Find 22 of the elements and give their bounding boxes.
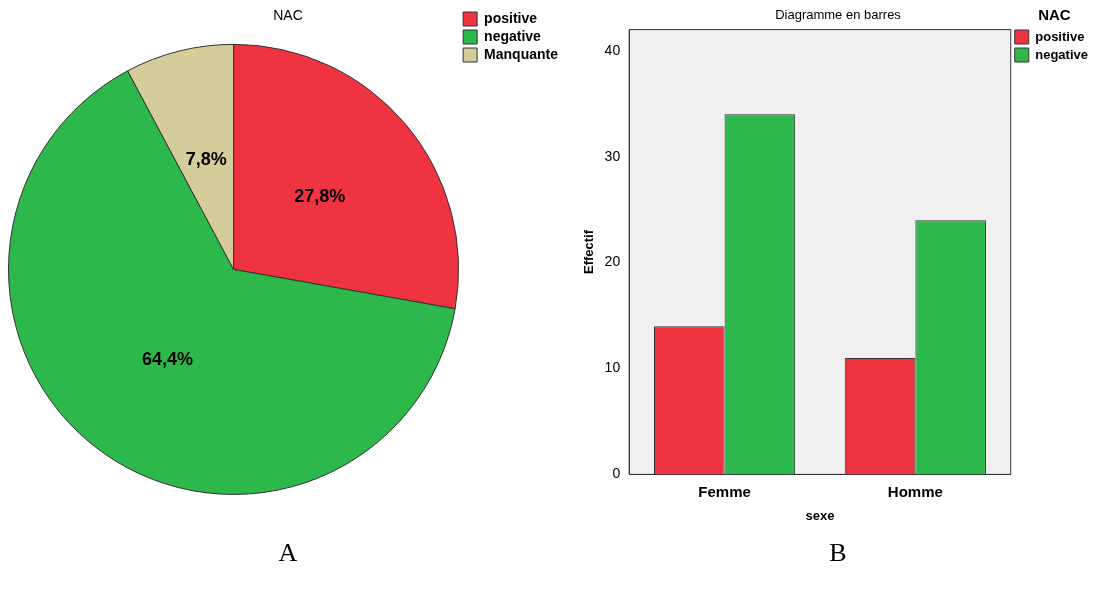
legend-label: positive: [484, 9, 538, 26]
x-axis-title: sexe: [805, 507, 835, 523]
data-label: 7,8%: [185, 149, 227, 170]
legend-label: negative: [1035, 46, 1089, 62]
text: B: [828, 538, 848, 568]
text: A: [277, 538, 299, 568]
legend-label: negative: [484, 27, 542, 44]
y-tick-label: 0: [612, 465, 621, 482]
y-tick-label: 30: [604, 147, 621, 164]
legend-label: positive: [1035, 28, 1085, 44]
x-tick-label: Femme: [698, 482, 751, 500]
y-tick-label: 10: [604, 359, 621, 376]
legend-label: Manquante: [484, 45, 559, 62]
chart-title: NAC: [273, 7, 303, 24]
data-label: 27,8%: [294, 186, 346, 207]
y-tick-label: 40: [604, 41, 621, 58]
data-label: 64,4%: [141, 349, 193, 370]
y-tick-label: 20: [604, 253, 621, 270]
chart-title: Diagramme en barres: [775, 7, 902, 23]
y-axis-title: Effectif: [581, 229, 597, 275]
x-tick-label: Homme: [887, 482, 943, 500]
legend-title: NAC: [1038, 5, 1071, 23]
